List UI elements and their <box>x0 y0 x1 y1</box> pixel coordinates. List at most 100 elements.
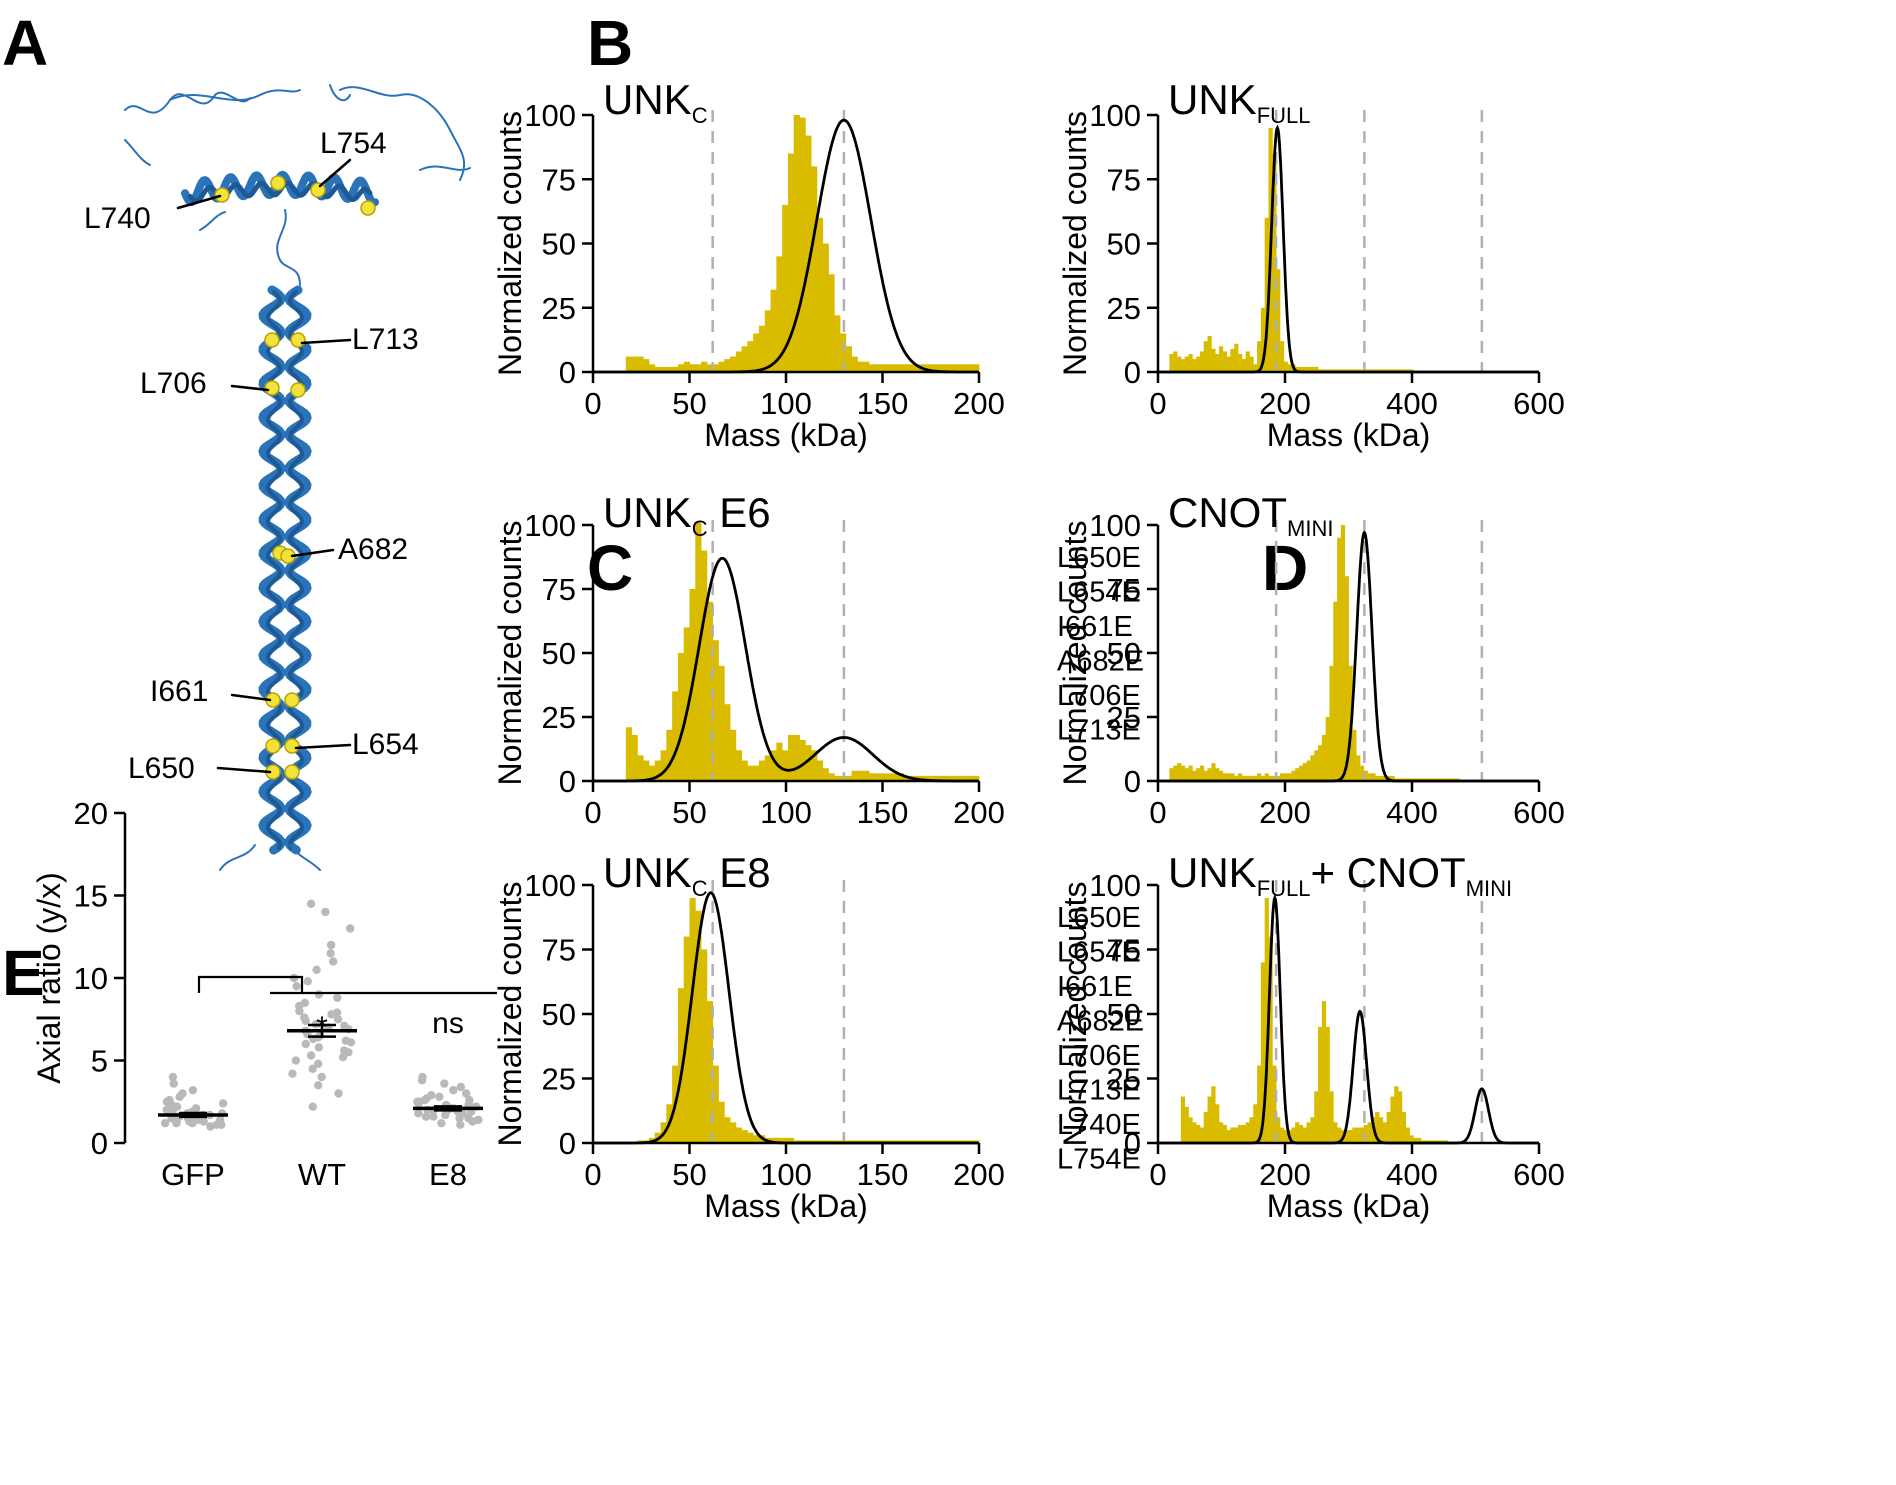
y-tick-label: 100 <box>524 508 576 543</box>
chart-title: UNKC <box>603 76 708 128</box>
data-point <box>288 1069 297 1078</box>
histogram-bar <box>1222 1124 1227 1143</box>
histogram-bar <box>1207 768 1212 781</box>
data-point <box>414 1109 423 1118</box>
histogram-bar <box>1238 354 1243 372</box>
histogram-bar <box>1276 269 1281 372</box>
data-point <box>160 1119 170 1128</box>
histogram-bar <box>1245 1122 1250 1143</box>
histogram-bar <box>701 361 708 372</box>
data-point <box>456 1082 465 1092</box>
histogram-bar <box>932 775 939 781</box>
x-tick-label: 100 <box>760 1157 812 1192</box>
histogram-bar <box>1359 1127 1365 1143</box>
histogram-bar <box>643 760 650 781</box>
histogram-bar <box>874 364 881 372</box>
histogram-bar <box>863 770 870 781</box>
histogram-bar <box>1375 775 1380 781</box>
histogram-bar <box>712 1065 719 1143</box>
histogram-bar <box>926 364 934 372</box>
y-axis-label: Normalized counts <box>492 111 528 376</box>
histogram-bar <box>1241 359 1247 372</box>
residue-sphere <box>360 200 376 216</box>
histogram-bar <box>1390 775 1395 781</box>
histogram-bar <box>758 325 766 372</box>
histogram-bar <box>1276 1117 1281 1143</box>
residue-sphere <box>284 692 300 708</box>
data-point <box>169 1079 178 1088</box>
histogram-bar <box>1352 1127 1357 1143</box>
x-tick-label: 0 <box>1149 1157 1166 1192</box>
histogram-bar <box>1310 366 1315 372</box>
data-point <box>464 1114 473 1123</box>
histogram-bar <box>822 243 829 372</box>
histogram-bar <box>845 775 853 781</box>
significance-label: ns <box>432 1007 464 1040</box>
histogram-bar <box>1173 351 1178 372</box>
histogram-bar <box>1199 765 1205 781</box>
histogram-bar <box>1169 354 1174 372</box>
mutation-label: I661E <box>1057 971 1133 1003</box>
histogram-bar <box>735 750 743 781</box>
histogram-bar <box>1230 1127 1235 1143</box>
histogram-bar <box>741 760 748 781</box>
histogram-bar <box>1398 1091 1403 1143</box>
histogram-bar <box>1177 356 1182 372</box>
histogram-bar <box>1222 773 1227 781</box>
histogram-bar <box>683 627 690 781</box>
histogram-bar <box>799 117 806 372</box>
histogram-bar <box>1413 1137 1418 1143</box>
mutation-label: L713E <box>1057 715 1141 747</box>
y-tick-label: 25 <box>1107 700 1141 735</box>
histogram-bar <box>944 775 951 781</box>
histogram-bar <box>1329 665 1334 781</box>
x-tick-label: 50 <box>672 1157 706 1192</box>
x-tick-label: 200 <box>953 795 1005 830</box>
x-tick-label: 150 <box>857 1157 909 1192</box>
histogram-bar <box>1386 1112 1391 1143</box>
structure-loop-left <box>124 91 251 114</box>
mutation-label: A682E <box>1057 1006 1144 1038</box>
histogram-bar <box>1264 217 1269 372</box>
histogram-bar <box>845 346 853 372</box>
histogram-bar <box>1394 1086 1399 1143</box>
histogram-bar <box>811 750 818 781</box>
y-tick-label: 25 <box>542 700 576 735</box>
x-axis-label: Mass (kDa) <box>704 417 868 453</box>
histogram-bar <box>1196 356 1201 372</box>
histogram-bar <box>787 153 795 372</box>
y-tick-label: 20 <box>74 796 108 831</box>
histogram-bar <box>1348 1130 1353 1143</box>
histogram-bar <box>880 773 887 781</box>
histogram-bar <box>718 361 725 372</box>
histogram-bar <box>637 755 644 781</box>
y-axis-label: Normalized counts <box>492 521 528 786</box>
residue-sphere <box>284 738 300 754</box>
y-tick-label: 0 <box>559 764 576 799</box>
histogram-bar <box>701 949 708 1143</box>
x-tick-label: E8 <box>429 1157 467 1192</box>
histogram-bar <box>770 1137 777 1143</box>
histogram-bar <box>1169 768 1174 781</box>
mutation-label: L654E <box>1057 937 1141 969</box>
histogram-bar <box>787 734 795 781</box>
y-tick-label: 75 <box>1107 933 1141 968</box>
histogram-bar <box>683 361 690 372</box>
histogram-bar <box>1180 765 1186 781</box>
x-tick-label: 200 <box>1259 795 1311 830</box>
y-tick-label: 0 <box>1124 355 1141 390</box>
histogram-bar <box>672 366 679 372</box>
data-point <box>465 1095 474 1105</box>
histogram-bar <box>1295 1122 1300 1143</box>
chart-title: CNOTMINI <box>1168 489 1333 541</box>
residue-sphere <box>270 175 286 191</box>
histogram-bar <box>1184 768 1189 781</box>
histogram-bar <box>1257 773 1262 781</box>
histogram-bar <box>793 115 800 372</box>
histogram-bar <box>1321 1001 1327 1143</box>
histogram-bar <box>648 765 656 781</box>
structure-loop-left-lower <box>124 139 226 231</box>
histogram-bar <box>1283 361 1288 372</box>
